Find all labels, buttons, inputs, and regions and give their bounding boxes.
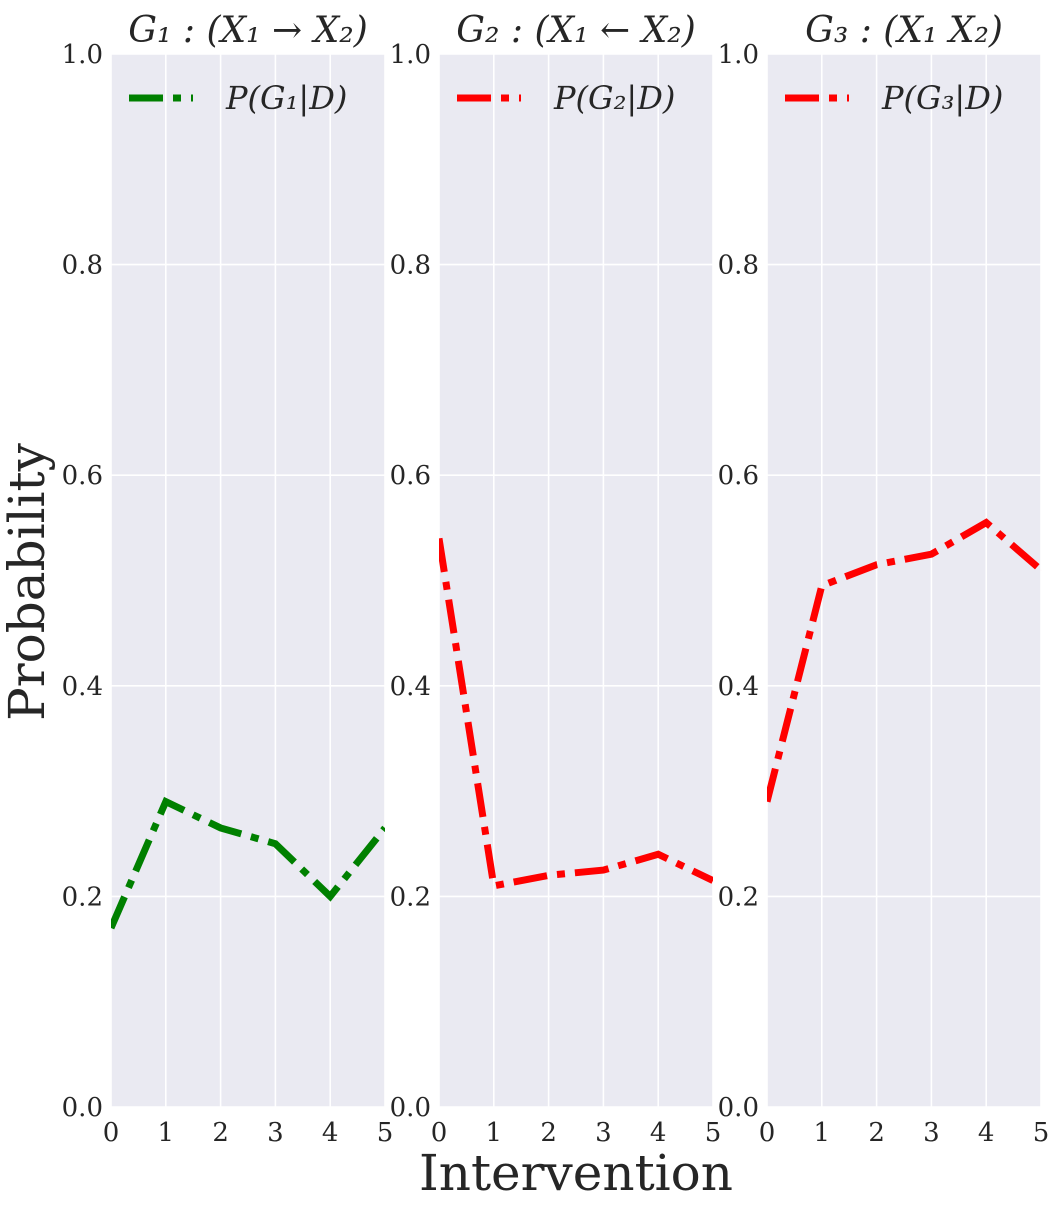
legend: P(G₂|D) xyxy=(457,79,675,117)
x-tick-label: 4 xyxy=(650,1118,667,1148)
subplot-title: G₂ : (X₁ ← X₂) xyxy=(456,10,695,51)
x-tick-label: 1 xyxy=(814,1118,831,1148)
x-tick-label: 2 xyxy=(868,1118,885,1148)
legend-label: P(G₁|D) xyxy=(225,79,347,117)
x-tick-label: 5 xyxy=(705,1118,722,1148)
subplot-2: 0.0 0.2 0.4 0.6 0.8 1.0 0 1 2 3 4 5 G₂ : (X₁ ← X₂) P(… xyxy=(390,10,722,1148)
y-tick-label: 0.6 xyxy=(62,461,103,491)
subplot-panels: 0.0 0.2 0.4 0.6 0.8 1.0 0 1 2 3 4 5 G₁ : (X₁ → X₂) P(… xyxy=(62,10,1050,1148)
x-tick-label: 4 xyxy=(978,1118,995,1148)
x-tick-label: 1 xyxy=(486,1118,503,1148)
y-tick-label: 0.4 xyxy=(718,672,759,702)
y-tick-label: 0.6 xyxy=(718,461,759,491)
y-tick-label: 0.8 xyxy=(390,251,431,281)
x-tick-label: 0 xyxy=(103,1118,120,1148)
legend: P(G₁|D) xyxy=(129,79,347,117)
x-tick-label: 0 xyxy=(759,1118,776,1148)
subplot-3: 0.0 0.2 0.4 0.6 0.8 1.0 0 1 2 3 4 5 G₃ : (X₁ X₂) P(G₃… xyxy=(718,10,1050,1148)
y-tick-label: 0.2 xyxy=(390,882,431,912)
y-tick-label: 0.2 xyxy=(62,882,103,912)
legend: P(G₃|D) xyxy=(785,79,1003,117)
x-tick-label: 4 xyxy=(322,1118,339,1148)
x-axis-label: Intervention xyxy=(419,1144,733,1202)
y-tick-label: 0.6 xyxy=(390,461,431,491)
y-tick-label: 0.0 xyxy=(390,1093,431,1123)
plot-area-background xyxy=(111,54,385,1107)
y-axis-label: Probability xyxy=(0,442,56,721)
y-tick-label: 0.8 xyxy=(718,251,759,281)
y-tick-label: 0.8 xyxy=(62,251,103,281)
x-tick-label: 2 xyxy=(212,1118,229,1148)
subplot-title: G₃ : (X₁ X₂) xyxy=(805,10,1003,51)
y-tick-label: 0.0 xyxy=(62,1093,103,1123)
y-tick-label: 1.0 xyxy=(62,40,103,70)
x-tick-label: 5 xyxy=(1033,1118,1050,1148)
y-tick-label: 0.2 xyxy=(718,882,759,912)
y-tick-label: 1.0 xyxy=(390,40,431,70)
subplot-1: 0.0 0.2 0.4 0.6 0.8 1.0 0 1 2 3 4 5 G₁ : (X₁ → X₂) P(… xyxy=(62,10,394,1148)
y-tick-label: 0.0 xyxy=(718,1093,759,1123)
y-tick-label: 0.4 xyxy=(62,672,103,702)
legend-label: P(G₃|D) xyxy=(881,79,1003,117)
x-tick-label: 3 xyxy=(267,1118,284,1148)
x-tick-label: 2 xyxy=(540,1118,557,1148)
plot-area-background xyxy=(439,54,713,1107)
y-tick-label: 1.0 xyxy=(718,40,759,70)
x-tick-label: 3 xyxy=(923,1118,940,1148)
subplot-title: G₁ : (X₁ → X₂) xyxy=(128,10,367,51)
x-tick-label: 0 xyxy=(431,1118,448,1148)
legend-label: P(G₂|D) xyxy=(553,79,675,117)
x-tick-label: 3 xyxy=(595,1118,612,1148)
x-tick-label: 1 xyxy=(158,1118,175,1148)
x-tick-label: 5 xyxy=(377,1118,394,1148)
y-tick-label: 0.4 xyxy=(390,672,431,702)
series-line-1 xyxy=(439,537,713,890)
plot-area-background xyxy=(767,54,1041,1107)
